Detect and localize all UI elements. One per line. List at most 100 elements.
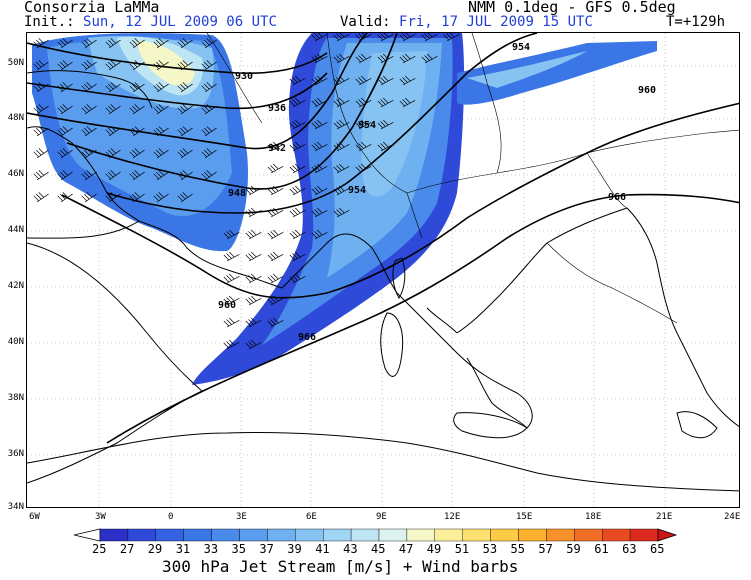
wind-barb-feather	[206, 104, 213, 110]
wind-barb-feather	[273, 163, 279, 170]
wind-barb-feather	[339, 75, 345, 82]
wind-barb-feather	[267, 188, 274, 195]
wind-barb-feather	[36, 149, 42, 156]
lon-label: 24E	[724, 512, 741, 522]
wind-barb-feather	[204, 39, 210, 46]
wind-barb-feather	[248, 187, 254, 193]
lat-label: 46N	[7, 169, 24, 179]
wind-barb-feather	[311, 34, 318, 41]
wind-barb-feather	[38, 148, 45, 154]
wind-barb-feather	[110, 148, 117, 154]
wind-barb-feather	[158, 82, 165, 88]
colorbar-over-arrow	[657, 528, 678, 542]
wind-barb-feather	[134, 38, 141, 44]
wind-barb-feather	[86, 126, 93, 132]
wind-barb	[226, 253, 240, 262]
wind-barb-feather	[204, 105, 210, 112]
wind-barb-feather	[273, 251, 279, 258]
map-caption: 300 hPa Jet Stream [m/s] + Wind barbs	[162, 557, 519, 576]
wind-barb-feather	[292, 253, 298, 259]
wind-barb	[336, 121, 350, 130]
wind-barb-feather	[86, 148, 93, 154]
wind-barb-feather	[134, 82, 141, 88]
colorbar-swatch	[267, 528, 296, 542]
wind-barb-feather	[295, 251, 301, 258]
wind-barb-feather	[129, 195, 135, 202]
wind-barb-feather	[289, 232, 296, 239]
wind-barb	[248, 231, 262, 240]
wind-barb-feather	[108, 61, 114, 68]
wind-barb	[36, 61, 49, 71]
wind-barb-feather	[158, 126, 165, 132]
wind-barb-feather	[273, 141, 279, 148]
wind-barb-feather	[177, 85, 183, 92]
wind-barb-feather	[108, 83, 114, 90]
wind-barb-feather	[251, 317, 257, 324]
wind-barb-feather	[180, 193, 186, 200]
wind-barb-feather	[60, 105, 66, 112]
colorbar-under-arrow	[73, 528, 101, 542]
wind-barb-feather	[62, 148, 69, 154]
wind-barb	[60, 83, 73, 93]
contour-label: 960	[218, 300, 236, 311]
wind-barb-feather	[81, 151, 87, 158]
wind-barb-feather	[105, 41, 111, 48]
wind-barb-feather	[108, 127, 114, 134]
wind-barb-feather	[339, 33, 345, 38]
wind-barb-feather	[105, 129, 111, 136]
wind-barb	[180, 193, 193, 203]
wind-barb-feather	[108, 193, 114, 200]
wind-barb-feather	[405, 53, 411, 60]
wind-barb-feather	[295, 97, 301, 104]
wind-barb-feather	[57, 107, 63, 114]
wind-barb-feather	[336, 187, 342, 193]
wind-barb	[108, 193, 121, 203]
wind-barb-feather	[273, 185, 279, 192]
agency-title: Consorzia LaMMa	[24, 0, 160, 16]
lat-label: 34N	[7, 502, 24, 512]
wind-barb-feather	[311, 232, 318, 239]
wind-barb-feather	[108, 39, 114, 46]
wind-barb-feather	[383, 53, 389, 60]
lon-label: 3E	[236, 512, 247, 522]
wind-barb-feather	[314, 55, 320, 61]
colorbar-swatch	[183, 528, 212, 542]
wind-barb-feather	[134, 126, 141, 132]
wind-barb	[270, 297, 284, 306]
wind-barb-feather	[314, 209, 320, 215]
wind-barb	[226, 319, 240, 328]
wind-barb-feather	[38, 170, 45, 176]
wind-barb-feather	[292, 187, 298, 193]
wind-barb-feather	[38, 192, 45, 198]
colorbar-tick-label: 47	[398, 542, 414, 556]
wind-barb-feather	[180, 61, 186, 68]
wind-barb	[108, 61, 121, 71]
wind-barb	[292, 231, 306, 240]
wind-barb	[36, 171, 49, 181]
wind-barb-feather	[132, 127, 138, 134]
wind-barb	[358, 55, 372, 64]
wind-barb-feather	[317, 207, 323, 214]
colorbar-swatch	[295, 528, 324, 542]
wind-barb-feather	[132, 105, 138, 112]
wind-barb	[292, 77, 306, 86]
wind-barb	[424, 33, 438, 42]
wind-barb-feather	[129, 41, 135, 48]
wind-barb	[358, 33, 372, 42]
colorbar-swatch	[602, 528, 631, 542]
wind-barb-feather	[251, 229, 257, 236]
wind-barb-feather	[153, 41, 159, 48]
contour-label: 954	[512, 42, 530, 53]
wind-barb-feather	[206, 170, 213, 176]
wind-barb-feather	[336, 209, 342, 215]
wind-barb-feather	[57, 85, 63, 92]
colorbar-swatch	[127, 528, 157, 542]
wind-barb	[292, 165, 306, 174]
wind-barb-feather	[267, 166, 274, 173]
wind-barb-feather	[201, 85, 207, 92]
wind-barb-feather	[206, 148, 213, 154]
wind-barb	[156, 39, 169, 49]
colorbar-tick-label: 59	[566, 542, 581, 556]
wind-barb	[204, 39, 217, 49]
wind-barb-feather	[270, 319, 276, 325]
